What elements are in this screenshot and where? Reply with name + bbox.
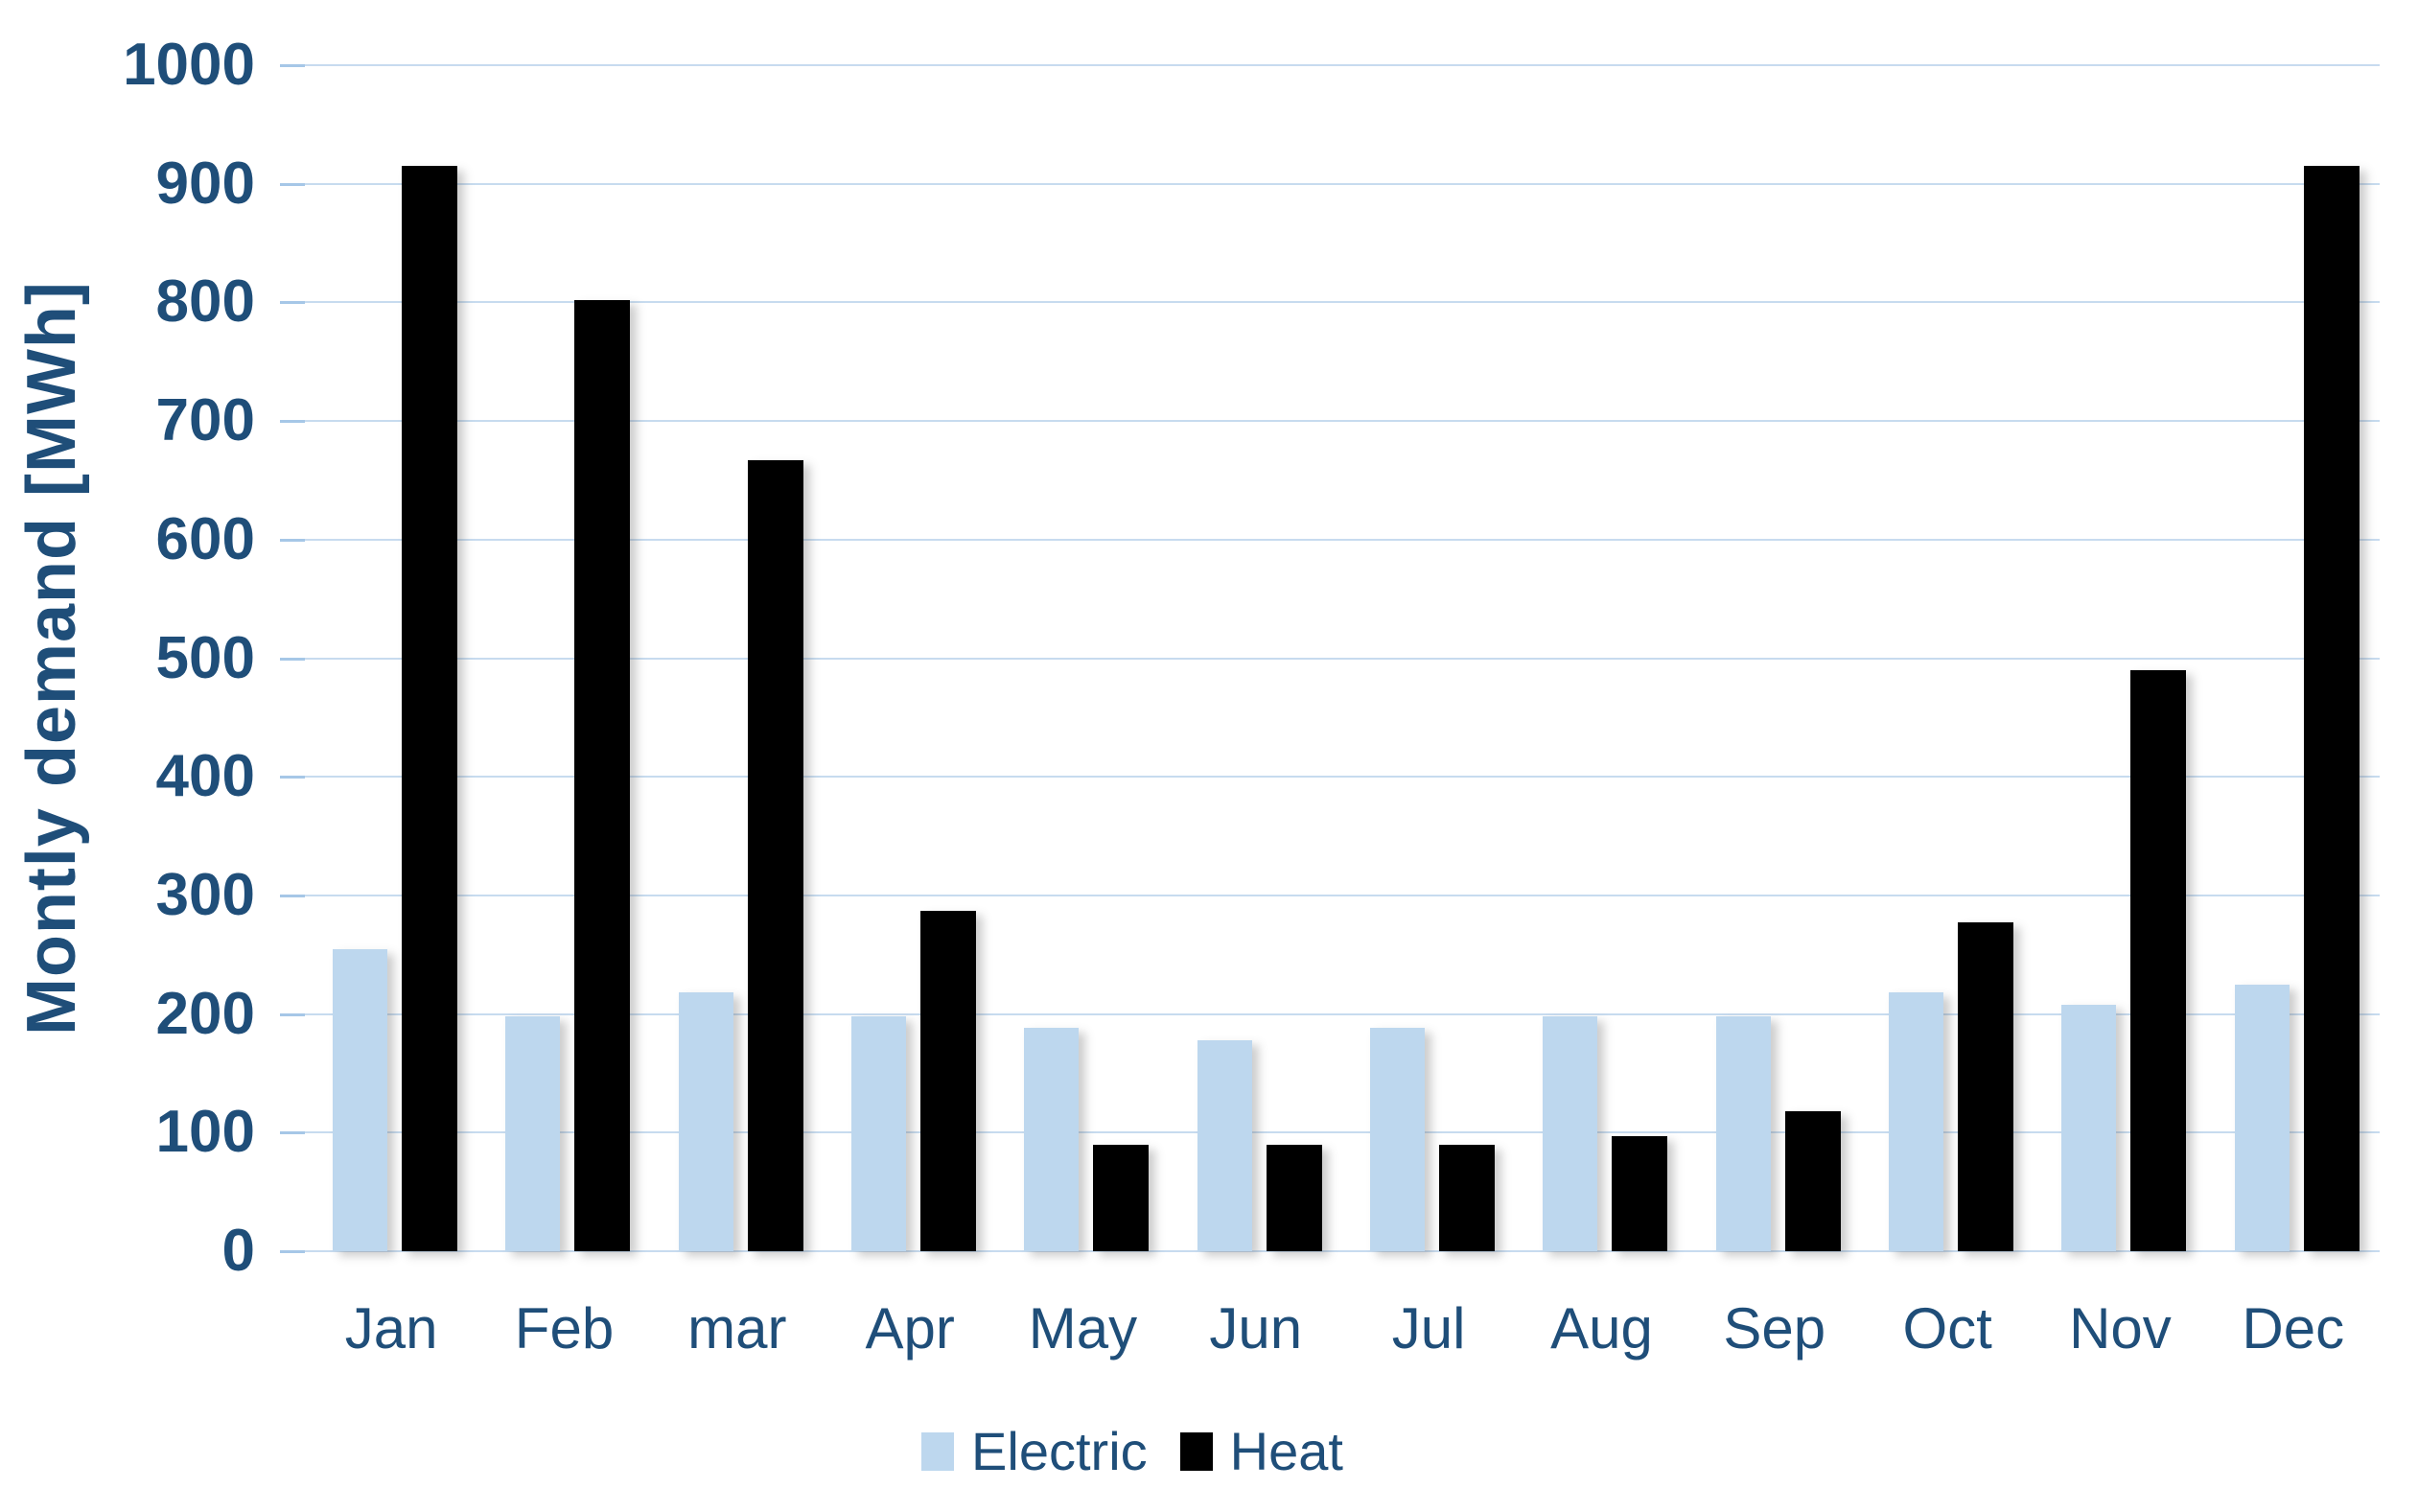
y-tick-label-100: 100	[155, 1099, 255, 1166]
y-tick-mark-700	[280, 420, 305, 424]
y-tick-mark-0	[280, 1250, 305, 1253]
bar-electric-apr	[851, 1016, 906, 1251]
y-tick-mark-600	[280, 538, 305, 542]
month-group-nov	[2034, 65, 2206, 1251]
y-tick-label-300: 300	[155, 861, 255, 928]
gridline-200	[305, 1012, 2380, 1015]
bar-heat-dec	[2303, 166, 2360, 1251]
bar-electric-jan	[333, 948, 387, 1251]
legend-item-heat: Heat	[1179, 1421, 1343, 1481]
y-tick-label-500: 500	[155, 624, 255, 691]
y-axis-tick-labels: 0 100 200 300 400 500 600 700 800 900 1000	[0, 35, 305, 1281]
month-group-oct	[1861, 65, 2034, 1251]
bar-heat-feb	[574, 299, 631, 1251]
x-axis-label-jun: Jun	[1209, 1296, 1303, 1361]
month-group-jan	[305, 65, 477, 1251]
bar-electric-jun	[1197, 1039, 1252, 1251]
month-group-jul	[1342, 65, 1515, 1251]
x-axis-label-apr: Apr	[865, 1296, 955, 1361]
month-group-jun	[1170, 65, 1342, 1251]
x-axis-label-aug: Aug	[1550, 1296, 1653, 1361]
bar-electric-aug	[1543, 1016, 1598, 1251]
x-axis-label-feb: Feb	[514, 1296, 615, 1361]
legend: Electric Heat	[0, 1423, 2341, 1480]
bar-heat-jun	[1266, 1144, 1322, 1251]
bar-heat-apr	[920, 910, 976, 1251]
y-tick-mark-200	[280, 1012, 305, 1016]
month-group-dec	[2207, 65, 2380, 1251]
y-tick-label-400: 400	[155, 743, 255, 810]
month-group-aug	[1515, 65, 1687, 1251]
gridline-400	[305, 776, 2380, 779]
legend-label-electric: Electric	[971, 1421, 1148, 1481]
x-axis-label-jul: Jul	[1391, 1296, 1466, 1361]
y-tick-label-1000: 1000	[123, 32, 255, 98]
x-axis-label-may: May	[1028, 1296, 1138, 1361]
gridline-600	[305, 538, 2380, 541]
x-axis-label-sep: Sep	[1723, 1296, 1826, 1361]
legend-swatch-electric	[921, 1432, 955, 1471]
x-axis-label-dec: Dec	[2242, 1296, 2345, 1361]
y-tick-label-200: 200	[155, 980, 255, 1047]
x-axis-label-mar: mar	[687, 1296, 787, 1361]
bar-heat-jul	[1439, 1144, 1495, 1251]
y-tick-mark-300	[280, 894, 305, 897]
gridline-0	[305, 1250, 2380, 1252]
x-axis-label-oct: Oct	[1902, 1296, 1992, 1361]
bar-electric-may	[1024, 1028, 1080, 1251]
y-tick-mark-800	[280, 301, 305, 305]
y-tick-label-700: 700	[155, 387, 255, 454]
bar-heat-may	[1093, 1144, 1150, 1251]
bar-electric-nov	[2061, 1004, 2117, 1251]
bar-electric-dec	[2234, 984, 2290, 1251]
y-tick-mark-500	[280, 657, 305, 661]
bar-heat-sep	[1784, 1111, 1841, 1251]
gridline-500	[305, 657, 2380, 660]
bar-electric-mar	[678, 992, 733, 1251]
bar-electric-sep	[1715, 1016, 1771, 1251]
month-group-apr	[824, 65, 996, 1251]
x-axis-label-jan: Jan	[344, 1296, 438, 1361]
y-tick-label-600: 600	[155, 505, 255, 572]
y-tick-label-800: 800	[155, 268, 255, 336]
legend-label-heat: Heat	[1229, 1421, 1343, 1481]
plot-area	[305, 64, 2380, 1252]
gridline-300	[305, 894, 2380, 896]
y-tick-mark-900	[280, 182, 305, 186]
legend-item-electric: Electric	[921, 1423, 1148, 1480]
bar-heat-oct	[1958, 922, 2013, 1251]
gridline-1000	[305, 64, 2380, 66]
bar-heat-jan	[402, 166, 457, 1251]
gridline-800	[305, 301, 2380, 304]
gridline-900	[305, 182, 2380, 185]
month-group-sep	[1688, 65, 1861, 1251]
x-axis-label-nov: Nov	[2069, 1296, 2172, 1361]
month-group-mar	[651, 65, 824, 1251]
x-axis-labels: Jan Feb mar Apr May Jun Jul Aug Sep Oct Nov Dec	[305, 1285, 2380, 1373]
month-group-may	[996, 65, 1169, 1251]
month-group-feb	[477, 65, 650, 1251]
y-tick-mark-100	[280, 1131, 305, 1135]
gridline-100	[305, 1131, 2380, 1134]
legend-swatch-heat	[1179, 1432, 1213, 1471]
bar-heat-nov	[2130, 669, 2187, 1251]
gridline-700	[305, 420, 2380, 423]
bar-heat-mar	[747, 459, 803, 1251]
y-tick-label-900: 900	[155, 150, 255, 217]
y-tick-label-0: 0	[221, 1218, 255, 1284]
bar-heat-aug	[1612, 1136, 1668, 1251]
y-tick-mark-1000	[280, 64, 305, 67]
y-tick-mark-400	[280, 776, 305, 779]
bar-electric-jul	[1370, 1028, 1425, 1251]
bar-electric-oct	[1889, 992, 1943, 1251]
bar-electric-feb	[505, 1016, 561, 1251]
